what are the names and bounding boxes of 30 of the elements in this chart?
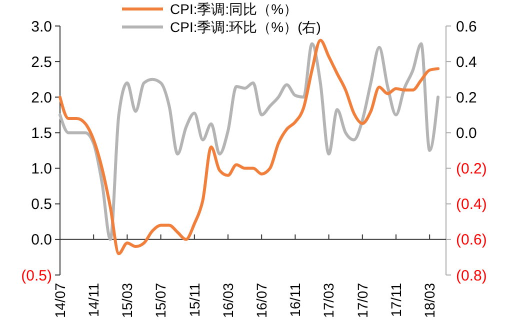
y-tick-label: 2.0 (31, 89, 52, 106)
y-tick-label: 0.5 (31, 196, 52, 214)
y2-tick-label: (0.4) (456, 196, 487, 214)
x-tick-label: 17/07 (354, 282, 370, 318)
y2-tick-label: (0.6) (456, 232, 487, 249)
x-tick-label: 14/07 (52, 282, 68, 318)
y2-tick-label: 0.6 (456, 18, 477, 36)
x-tick-label: 14/11 (86, 282, 102, 317)
x-tick-label: 17/03 (320, 282, 337, 318)
y-tick-label: 1.5 (31, 124, 52, 142)
x-tick-label: 16/11 (287, 282, 304, 317)
y2-tick-label: 0.2 (456, 89, 477, 106)
x-tick-label: 18/03 (422, 282, 438, 318)
y-tick-label: 2.5 (31, 54, 52, 71)
y-tick-label: 3.0 (31, 18, 52, 36)
x-tick-label: 16/03 (220, 282, 236, 318)
y2-tick-label: (0.8) (456, 267, 487, 284)
y-tick-label: 1.0 (31, 160, 52, 178)
y2-tick-label: 0.4 (456, 54, 477, 71)
x-tick-label: 16/07 (254, 282, 270, 318)
x-tick-label: 15/07 (152, 282, 169, 318)
x-tick-label: 17/11 (388, 282, 404, 317)
y-tick-label: 0.0 (31, 232, 52, 249)
y-tick-label: (0.5) (21, 267, 52, 284)
y2-tick-label: 0.0 (456, 124, 477, 142)
x-tick-label: 15/11 (186, 282, 202, 317)
legend-label: CPI:季调:环比（%）(右) (170, 18, 321, 35)
legend-label: CPI:季调:同比（%） (170, 0, 298, 17)
x-tick-label: 15/03 (119, 282, 136, 318)
y2-tick-label: (0.2) (456, 160, 487, 178)
